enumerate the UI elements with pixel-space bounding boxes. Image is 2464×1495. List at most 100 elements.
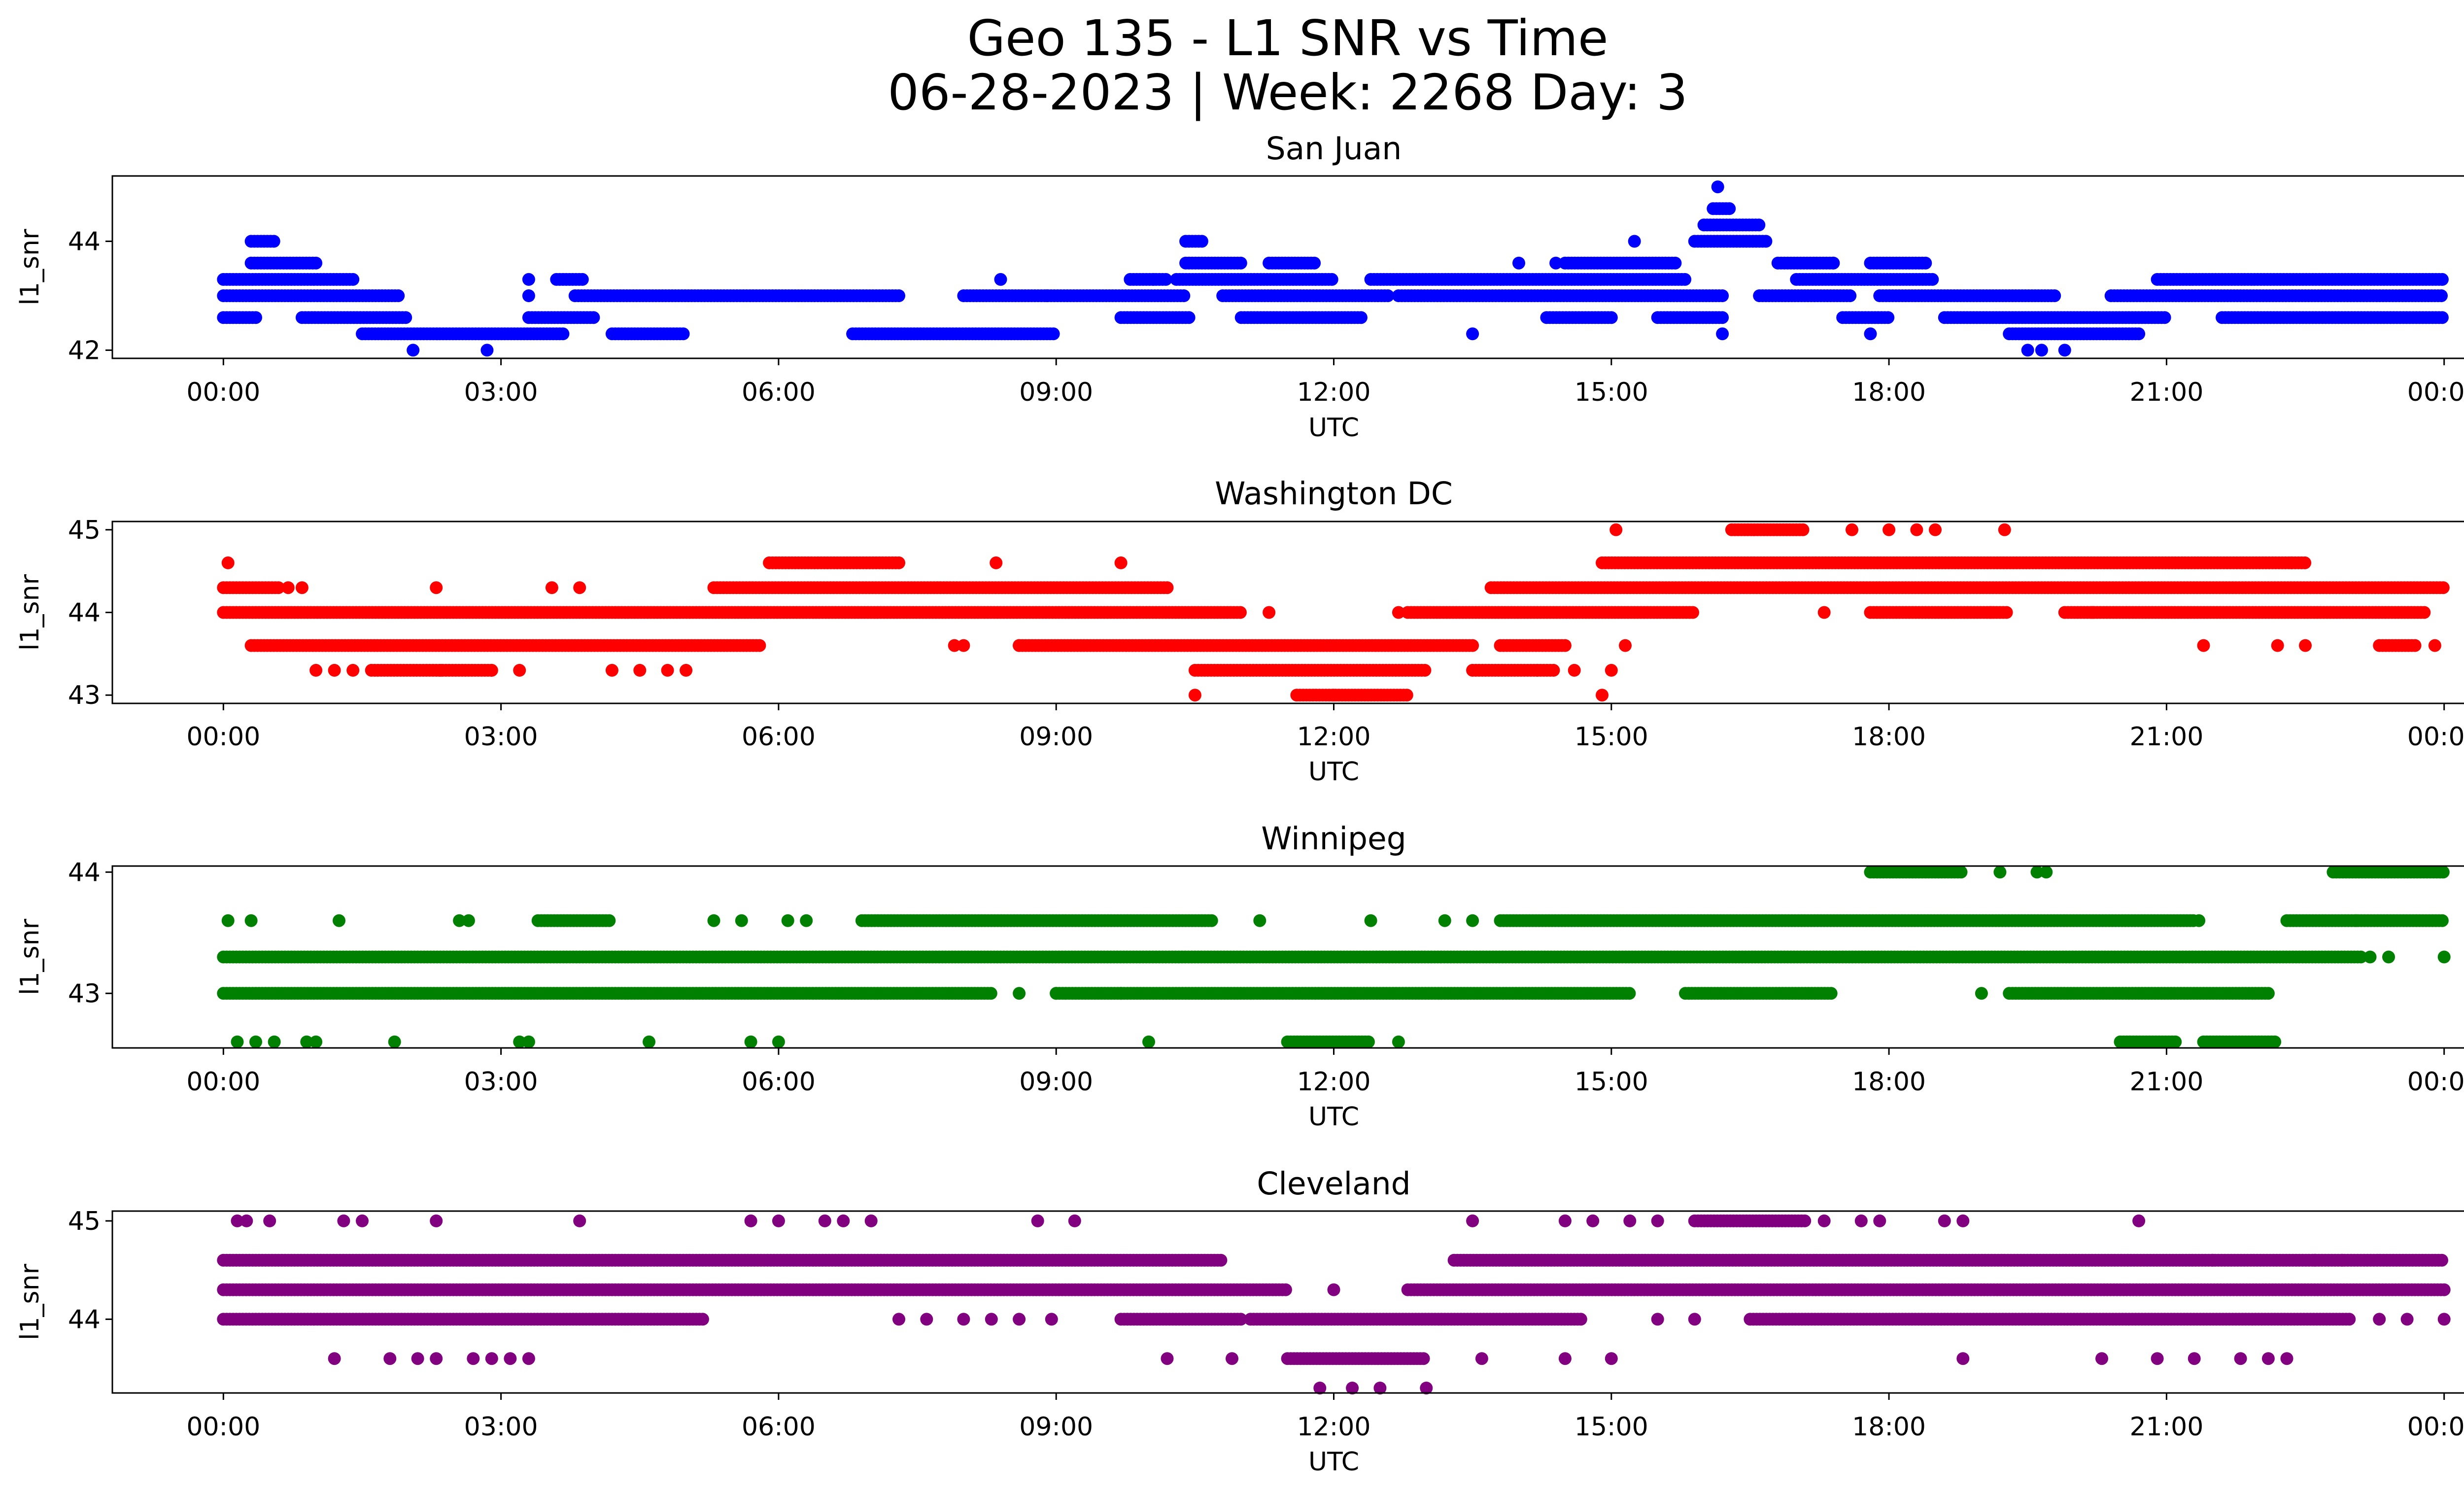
data-point	[1919, 256, 1932, 270]
data-point	[2048, 289, 2061, 302]
data-point	[2021, 344, 2034, 357]
data-point	[2435, 273, 2449, 286]
data-point	[1605, 663, 1618, 677]
data-point	[1998, 523, 2011, 536]
x-tick-label: 15:00	[1574, 378, 1648, 407]
data-point	[1381, 289, 1395, 302]
data-point	[1623, 987, 1636, 1000]
data-point	[430, 581, 443, 594]
data-point	[281, 581, 295, 594]
data-point	[346, 663, 360, 677]
data-point	[221, 556, 235, 569]
data-point	[892, 289, 905, 302]
data-point	[1013, 639, 1026, 652]
data-point	[1628, 235, 1641, 248]
data-point	[2408, 639, 2422, 652]
data-point	[545, 581, 558, 594]
data-point	[1711, 180, 1724, 194]
data-point	[2436, 581, 2450, 594]
data-point	[485, 663, 498, 677]
data-point	[1147, 273, 1160, 286]
data-point	[1549, 256, 1563, 270]
data-point	[1824, 987, 1838, 1000]
data-point	[1159, 273, 1172, 286]
data-point	[1182, 311, 1196, 324]
data-point	[1817, 606, 1831, 619]
data-point	[957, 639, 970, 652]
data-point	[2435, 311, 2449, 324]
data-point	[556, 327, 570, 341]
data-point	[1512, 256, 1525, 270]
data-point	[1827, 256, 1840, 270]
data-point	[661, 663, 674, 677]
data-point	[1531, 663, 1544, 677]
x-tick-label: 06:00	[742, 378, 816, 407]
data-point	[1558, 639, 1572, 652]
data-point	[1466, 639, 1479, 652]
data-point	[1234, 256, 1247, 270]
y-axis-label: l1_snr	[15, 574, 45, 651]
data-point	[2299, 639, 2312, 652]
data-point	[2158, 311, 2171, 324]
data-point	[2132, 327, 2146, 341]
data-point	[1233, 606, 1247, 619]
data-point	[1910, 523, 1923, 536]
data-point	[1040, 289, 1054, 302]
x-tick-label: 03:00	[464, 378, 538, 407]
data-point	[1752, 218, 1766, 232]
data-point	[2435, 289, 2448, 302]
data-point	[2428, 639, 2441, 652]
data-point	[1716, 311, 1729, 324]
data-point	[434, 663, 447, 677]
data-point	[249, 311, 262, 324]
x-tick-label: 00:00	[186, 722, 260, 752]
data-point	[295, 581, 308, 594]
x-tick-label: 15:00	[1574, 722, 1648, 752]
data-point	[392, 289, 405, 302]
data-point	[399, 311, 412, 324]
data-point	[2271, 639, 2284, 652]
data-point	[1418, 663, 1432, 677]
data-point	[309, 256, 323, 270]
data-point	[407, 344, 420, 357]
data-point	[1161, 581, 1174, 594]
data-point	[1195, 235, 1208, 248]
data-point	[1669, 256, 1682, 270]
data-point	[2086, 606, 2099, 619]
data-point	[522, 289, 535, 302]
x-tick-label: 06:00	[742, 722, 816, 752]
x-tick-label: 12:00	[1297, 722, 1371, 752]
data-point	[1609, 523, 1623, 536]
data-point	[480, 344, 494, 357]
data-point	[1188, 689, 1201, 702]
y-tick-label: 45	[68, 516, 101, 545]
data-point	[1796, 523, 1810, 536]
data-point	[1605, 311, 1618, 324]
data-point	[1882, 523, 1896, 536]
x-tick-label: 18:00	[1852, 722, 1926, 752]
data-point	[1354, 311, 1368, 324]
x-tick-label: 00:00	[2407, 378, 2464, 407]
data-point	[680, 663, 693, 677]
data-point	[984, 987, 997, 1000]
data-point	[1929, 523, 1942, 536]
data-point	[1308, 256, 1321, 270]
x-tick-label: 12:00	[1297, 378, 1371, 407]
data-point	[267, 235, 280, 248]
data-point	[603, 914, 616, 927]
data-point	[1547, 663, 1560, 677]
x-tick-label: 00:00	[2407, 722, 2464, 752]
data-point	[1047, 327, 1060, 341]
data-point	[1114, 556, 1128, 569]
data-point	[1568, 663, 1581, 677]
data-point	[2418, 606, 2431, 619]
data-point	[1716, 327, 1729, 341]
x-axis-label: UTC	[1308, 413, 1359, 443]
data-point	[2058, 344, 2071, 357]
data-point	[2197, 639, 2210, 652]
y-axis-label: l1_snr	[15, 229, 45, 306]
scatter-series	[217, 180, 2449, 357]
data-point	[2261, 987, 2275, 1000]
data-point	[1686, 606, 1699, 619]
